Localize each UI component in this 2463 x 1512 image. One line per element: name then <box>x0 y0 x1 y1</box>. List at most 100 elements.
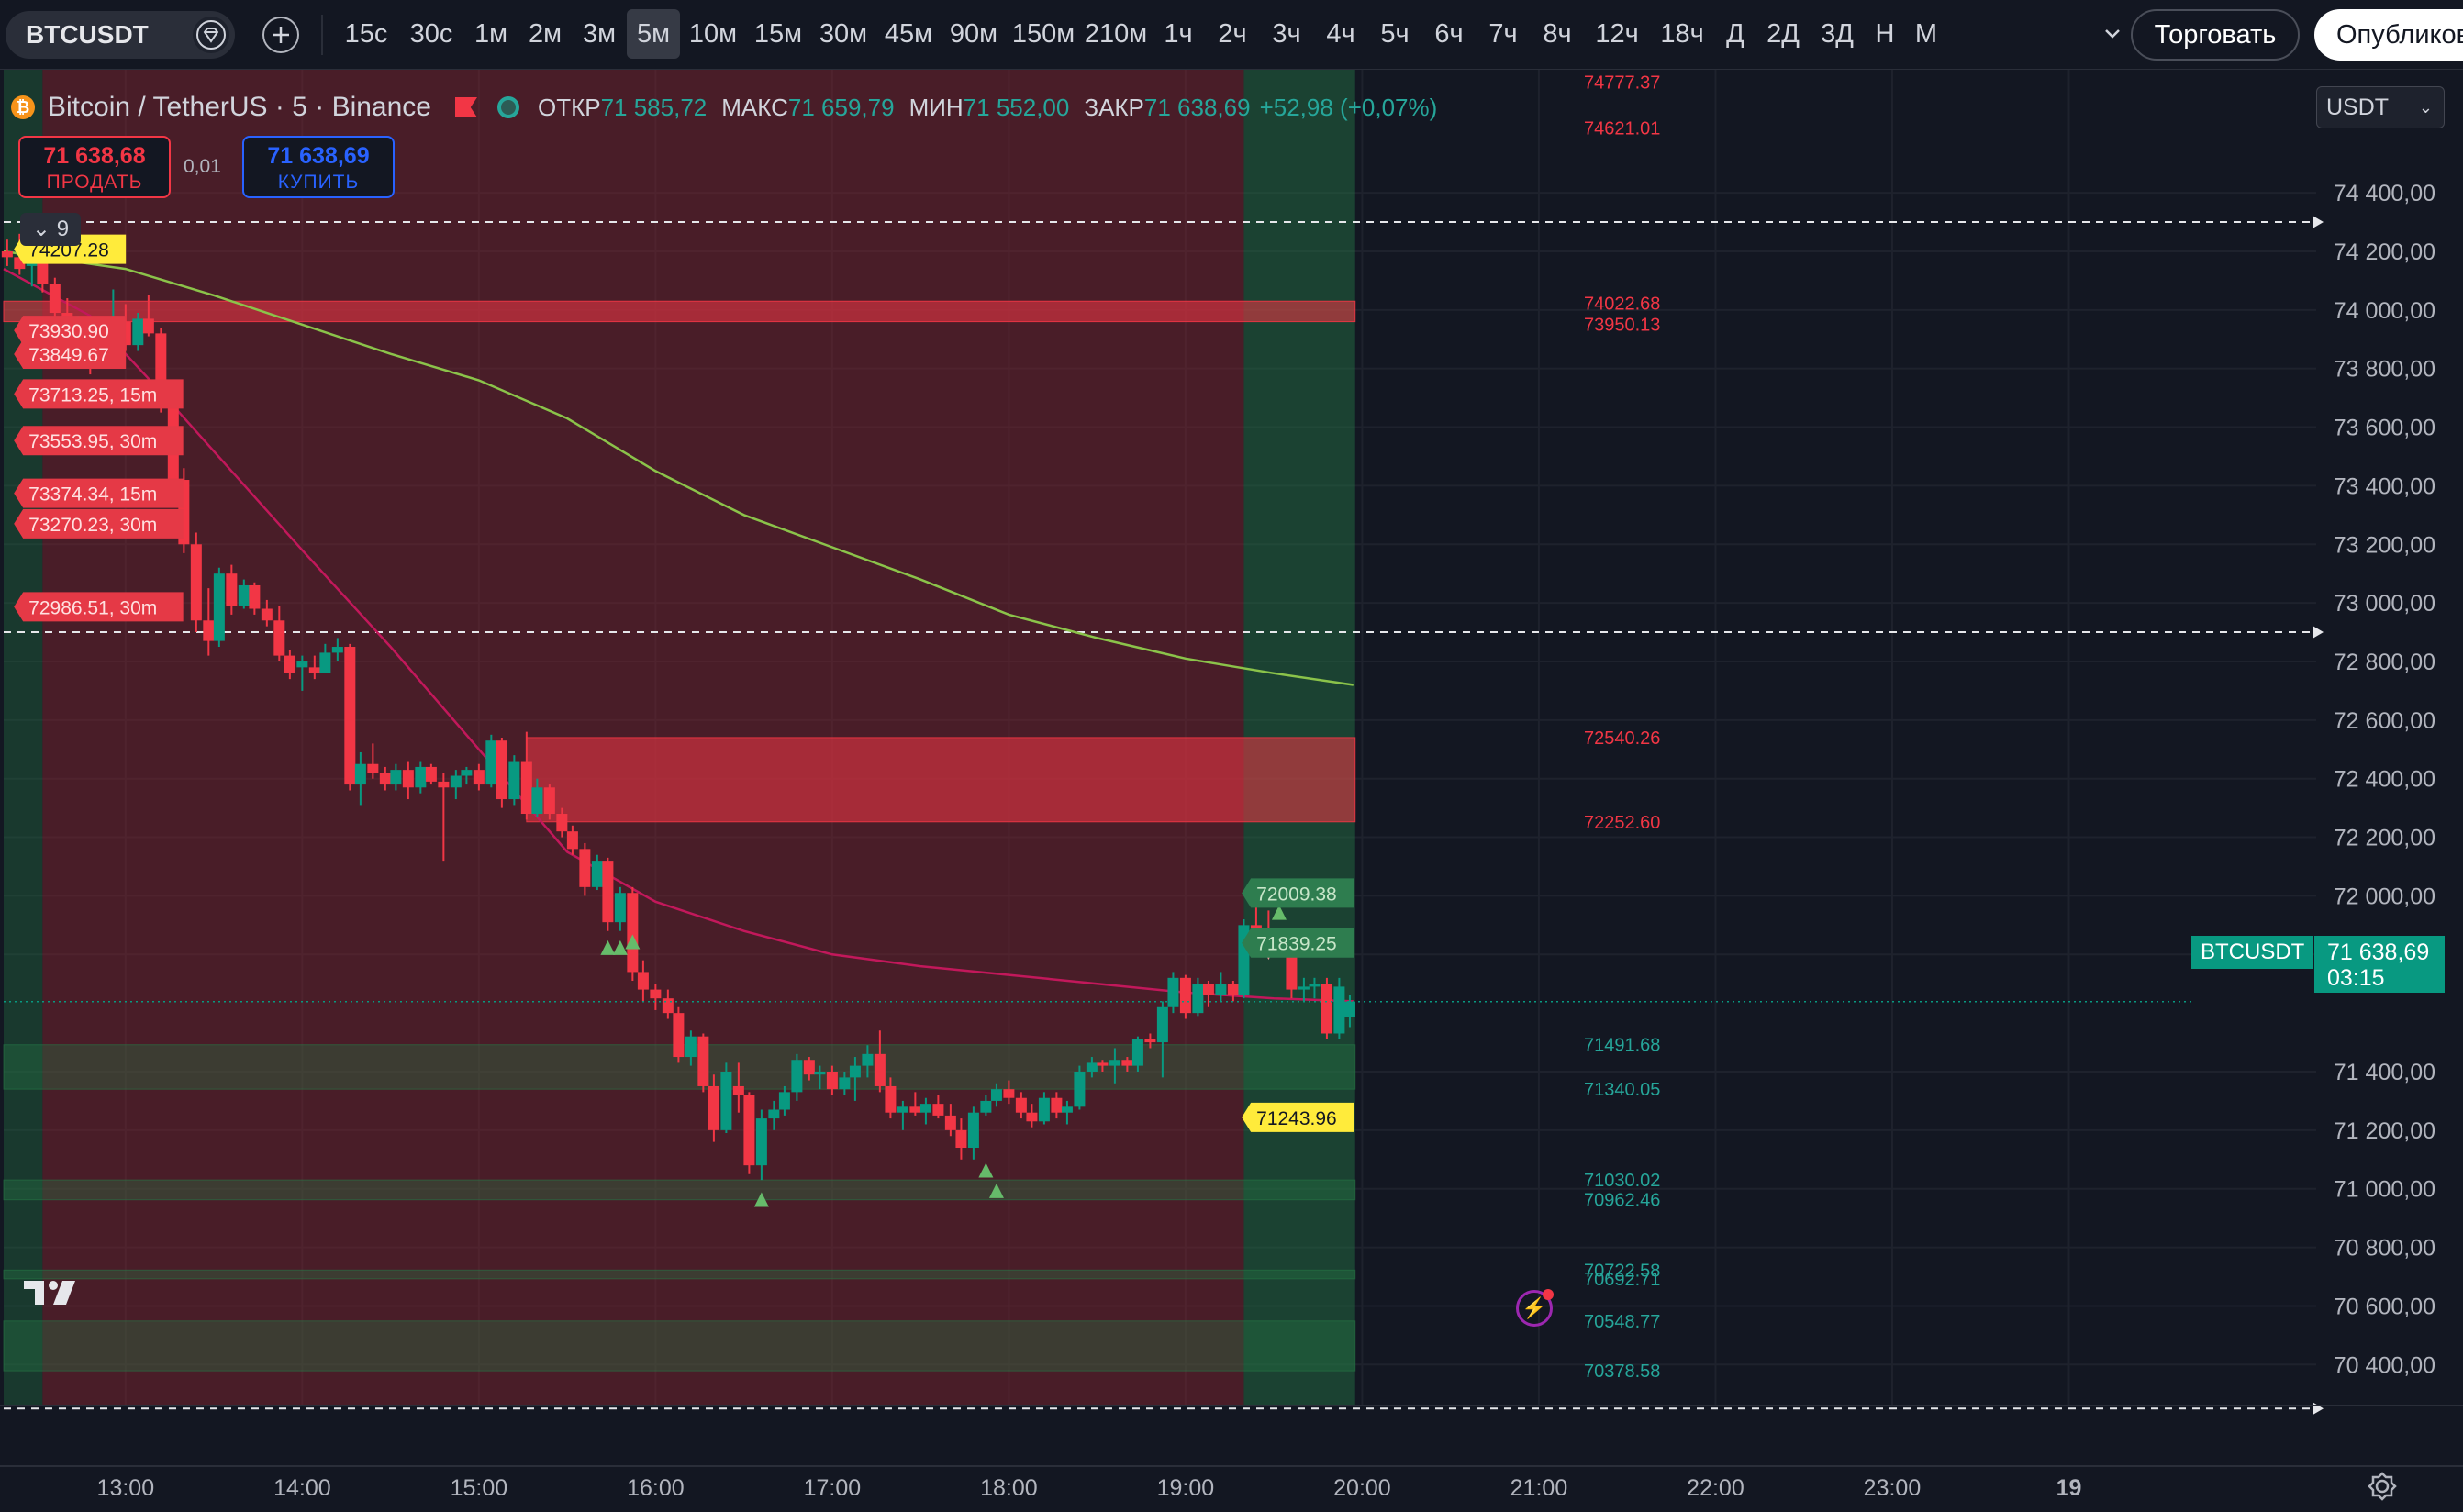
time-axis-label: 21:00 <box>1510 1475 1568 1501</box>
candle-body <box>849 1065 861 1078</box>
chart-area[interactable]: 74207.28 73930.90 73849.67 73713.25, 15m 735… <box>0 70 2463 1512</box>
candle-body <box>673 1013 685 1058</box>
level-price-label: 70548.77 <box>1584 1312 1660 1332</box>
timeframe-11[interactable]: 150м <box>1011 19 1075 49</box>
last-price-value: 71 638,69 <box>2327 939 2430 965</box>
price-marker-label: 73270.23, 30m <box>28 515 157 536</box>
notification-dot <box>1543 1289 1554 1300</box>
price-marker-label: 73713.25, 15m <box>28 384 157 406</box>
high-value: 71 659,79 <box>787 93 895 121</box>
open-value: 71 585,72 <box>600 93 708 121</box>
buy-label: КУПИТЬ <box>277 172 360 193</box>
symbol-search-button[interactable]: BTCUSDT <box>6 11 235 59</box>
buy-button[interactable]: 71 638,69 КУПИТЬ <box>242 136 395 198</box>
price-marker-label: 72009.38 <box>1256 884 1337 905</box>
symbol-legend: ₿ Bitcoin / TetherUS · 5 · Binance ОТКР 7… <box>11 88 1446 127</box>
price-axis-label: 72 400,00 <box>2334 767 2435 793</box>
candle-body <box>720 1072 732 1130</box>
time-axis-label: 17:00 <box>804 1475 862 1501</box>
timeframe-3[interactable]: 2м <box>528 19 563 49</box>
candle-body <box>415 766 427 788</box>
timeframe-19[interactable]: 7ч <box>1488 19 1518 49</box>
bitcoin-icon: ₿ <box>11 95 35 119</box>
timeframe-9[interactable]: 45м <box>884 19 933 49</box>
timeframe-26[interactable]: Н <box>1875 19 1895 49</box>
price-marker-label: 73374.34, 15m <box>28 484 157 506</box>
open-label: ОТКР <box>537 93 601 121</box>
price-marker-label: 71243.96 <box>1256 1108 1337 1129</box>
close-value: 71 638,69 <box>1143 93 1251 121</box>
price-marker-label: 72986.51, 30m <box>28 597 157 618</box>
timeframe-27[interactable]: М <box>1914 19 1938 49</box>
candle-body <box>520 761 532 815</box>
indicator-count: 9 <box>56 217 70 241</box>
timeframe-15[interactable]: 3ч <box>1272 19 1301 49</box>
timeframe-14[interactable]: 2ч <box>1218 19 1247 49</box>
timeframe-22[interactable]: 18ч <box>1660 19 1704 49</box>
candle-body <box>566 831 578 850</box>
timeframe-10[interactable]: 90м <box>949 19 998 49</box>
chevron-down-icon: ⌄ <box>2418 98 2433 117</box>
gear-icon[interactable] <box>2366 1470 2399 1503</box>
candle-body <box>344 647 356 785</box>
candle-body <box>508 761 520 800</box>
low-value: 71 552,00 <box>963 93 1070 121</box>
timeframe-24[interactable]: 2Д <box>1766 19 1800 49</box>
price-marker-label-bg <box>14 478 184 508</box>
timeframe-16[interactable]: 4ч <box>1326 19 1355 49</box>
candle-body <box>296 661 308 668</box>
timeframe-21[interactable]: 12ч <box>1595 19 1639 49</box>
candle-body <box>919 1104 931 1113</box>
candle-body <box>708 1085 719 1130</box>
candle-body <box>862 1053 874 1066</box>
sell-button[interactable]: 71 638,68 ПРОДАТЬ <box>18 136 171 198</box>
timeframe-17[interactable]: 5ч <box>1380 19 1410 49</box>
candle-body <box>768 1109 780 1119</box>
publish-button[interactable]: Опубликовать <box>2314 9 2463 61</box>
timeframe-13[interactable]: 1ч <box>1164 19 1193 49</box>
timeframe-0[interactable]: 15с <box>344 19 388 49</box>
timeframe-7[interactable]: 15м <box>753 19 803 49</box>
candle-body <box>967 1112 979 1149</box>
timeframe-23[interactable]: Д <box>1726 19 1744 49</box>
candle-body <box>402 770 414 788</box>
sell-price: 71 638,68 <box>43 143 146 169</box>
candle-body <box>331 647 343 653</box>
price-axis-label: 72 200,00 <box>2334 826 2435 851</box>
trade-button[interactable]: Торговать <box>2131 9 2300 61</box>
timeframe-6[interactable]: 10м <box>688 19 738 49</box>
diamond-icon[interactable] <box>193 17 229 53</box>
indicators-collapse-button[interactable]: ⌄ 9 <box>20 213 81 246</box>
candle-body <box>627 893 639 973</box>
add-symbol-button[interactable] <box>262 17 299 53</box>
candle-body <box>461 770 473 776</box>
candle-body <box>791 1060 803 1093</box>
price-marker-label: 71839.25 <box>1256 934 1337 955</box>
candle-body <box>1309 984 1321 987</box>
timeframe-1[interactable]: 30с <box>409 19 453 49</box>
price-marker-label: 73849.67 <box>28 345 109 366</box>
flag-icon[interactable] <box>454 97 477 117</box>
currency-select[interactable]: USDT ⌄ <box>2316 86 2445 128</box>
timeframe-2[interactable]: 1м <box>474 19 508 49</box>
timeframe-8[interactable]: 30м <box>819 19 868 49</box>
timeframe-5[interactable]: 5м <box>627 9 680 59</box>
timeframe-12[interactable]: 210м <box>1084 19 1148 49</box>
candle-body <box>379 773 391 785</box>
legend-title[interactable]: Bitcoin / TetherUS · 5 · Binance <box>48 92 431 122</box>
timeframe-20[interactable]: 8ч <box>1543 19 1572 49</box>
chevron-down-icon[interactable] <box>2101 20 2123 48</box>
zone-box <box>3 1320 1356 1372</box>
bolt-icon[interactable]: ⚡ <box>1516 1289 1554 1327</box>
price-marker-label-bg <box>1242 1102 1354 1132</box>
timeframe-25[interactable]: 3Д <box>1821 19 1854 49</box>
candle-body <box>755 1118 767 1166</box>
tradingview-logo-icon[interactable] <box>24 1277 84 1308</box>
time-axis-label: 15:00 <box>451 1475 508 1501</box>
candle-body <box>14 257 26 270</box>
timeframe-18[interactable]: 6ч <box>1434 19 1464 49</box>
timeframe-4[interactable]: 3м <box>582 19 617 49</box>
candle-body <box>473 770 485 785</box>
price-axis-label: 73 800,00 <box>2334 357 2435 383</box>
